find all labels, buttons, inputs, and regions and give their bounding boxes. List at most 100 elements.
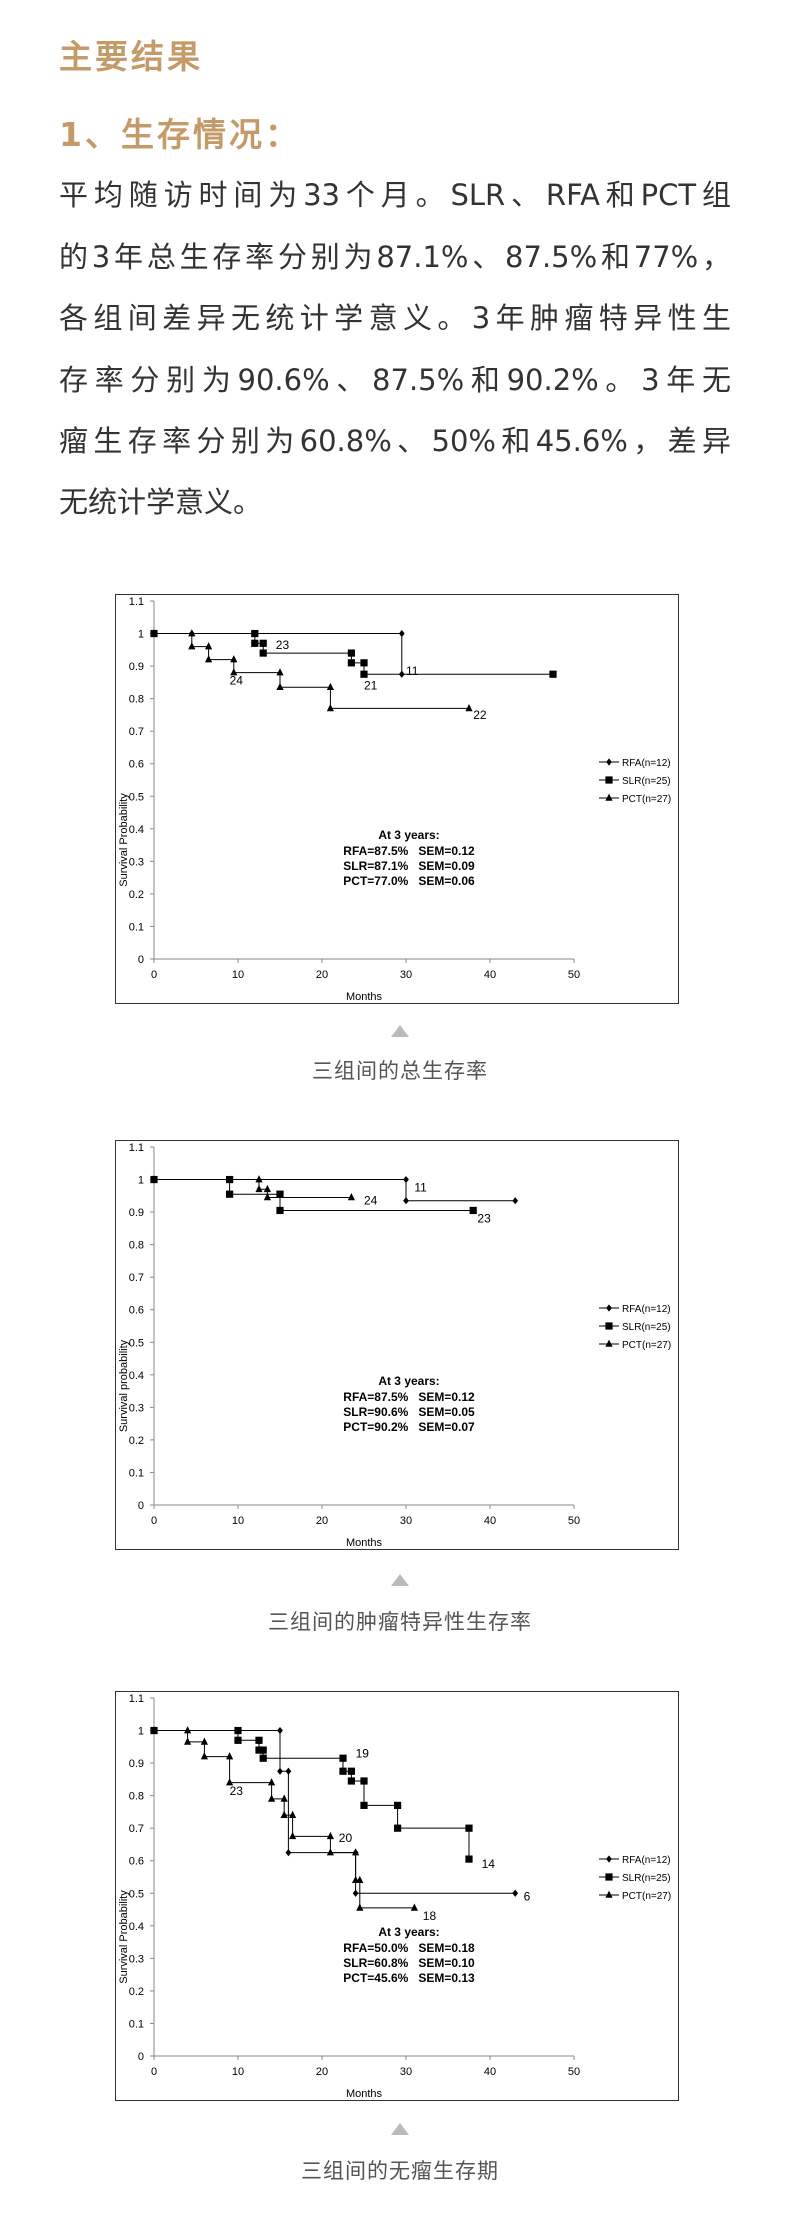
y-tick-label: 0.9 bbox=[129, 1758, 144, 1770]
y-tick-label: 0.8 bbox=[129, 1240, 144, 1252]
marker bbox=[255, 1746, 263, 1754]
y-tick-label: 1 bbox=[138, 1175, 144, 1187]
marker bbox=[403, 1175, 409, 1184]
x-tick-label: 50 bbox=[568, 2066, 580, 2078]
marker bbox=[339, 1767, 347, 1775]
x-tick-label: 20 bbox=[316, 1515, 328, 1527]
annotation-line: PCT=77.0% SEM=0.06 bbox=[343, 874, 475, 888]
curve-label: 6 bbox=[524, 1890, 531, 1904]
marker bbox=[339, 1754, 347, 1762]
marker bbox=[347, 1777, 355, 1785]
annotation-line: RFA=50.0% SEM=0.18 bbox=[343, 1941, 475, 1955]
arrow-shape bbox=[391, 1574, 409, 1586]
figure: 0 0.1 0.2 0.3 0.4 0.5 0.6 0.7 0.8 0.9 1 1.1 0 10 20 30 4… bbox=[115, 1140, 679, 1550]
y-tick-label: 0.1 bbox=[129, 1467, 144, 1479]
annotation-line: SLR=87.1% SEM=0.09 bbox=[343, 859, 475, 873]
subheading: 1、生存情况： bbox=[59, 115, 301, 154]
marker bbox=[280, 1794, 288, 1802]
figure: 0 0.1 0.2 0.3 0.4 0.5 0.6 0.7 0.8 0.9 1 1.1 0 10 20 30 4… bbox=[115, 594, 679, 1004]
marker bbox=[268, 1778, 276, 1786]
y-tick-label: 0.6 bbox=[129, 1305, 144, 1317]
marker bbox=[410, 1903, 418, 1911]
annotation-line: PCT=45.6% SEM=0.13 bbox=[343, 1971, 475, 1985]
marker bbox=[326, 1848, 334, 1856]
x-axis-label: Months bbox=[346, 2088, 383, 2100]
marker bbox=[263, 1193, 271, 1201]
marker bbox=[276, 1206, 284, 1215]
marker bbox=[234, 1726, 242, 1735]
marker bbox=[234, 1736, 242, 1744]
survival-curve bbox=[154, 633, 553, 675]
marker bbox=[200, 1752, 208, 1760]
y-tick-label: 0.2 bbox=[129, 889, 144, 901]
marker bbox=[465, 1855, 473, 1863]
marker bbox=[605, 1873, 613, 1881]
annotation-title: At 3 years: bbox=[378, 1925, 439, 1939]
marker bbox=[150, 629, 158, 637]
marker bbox=[276, 1190, 284, 1198]
y-tick-label: 0.4 bbox=[129, 1921, 144, 1933]
x-tick-label: 30 bbox=[400, 969, 412, 981]
y-tick-label: 0.5 bbox=[129, 1888, 144, 1900]
x-tick-label: 40 bbox=[484, 969, 496, 981]
marker bbox=[251, 629, 259, 638]
arrow-shape bbox=[391, 2123, 409, 2135]
marker bbox=[188, 642, 196, 650]
marker bbox=[205, 655, 213, 663]
curve-label: 11 bbox=[406, 664, 419, 678]
legend-label: RFA(n=12) bbox=[622, 1304, 671, 1315]
x-tick-label: 30 bbox=[400, 2066, 412, 2078]
curve-label: 20 bbox=[339, 1831, 353, 1845]
marker bbox=[326, 682, 334, 691]
legend-label: PCT(n=27) bbox=[622, 1340, 671, 1351]
caption: 三组间的总生存率 bbox=[312, 1059, 488, 1083]
heading: 主要结果 bbox=[59, 37, 203, 76]
marker bbox=[226, 1752, 234, 1760]
y-tick-label: 0.1 bbox=[129, 2018, 144, 2030]
frame bbox=[115, 594, 679, 1004]
x-axis-label: Months bbox=[346, 991, 383, 1003]
paragraph-line: 瘤生存率分别为60.8%、50%和45.6%，差异 bbox=[59, 424, 731, 458]
y-tick-label: 0.2 bbox=[129, 1435, 144, 1447]
x-tick-label: 0 bbox=[151, 2066, 157, 2078]
marker bbox=[184, 1737, 192, 1745]
y-tick-label: 0.5 bbox=[129, 1337, 144, 1349]
marker bbox=[255, 1736, 263, 1744]
marker bbox=[465, 1824, 473, 1832]
y-tick-label: 0.5 bbox=[129, 791, 144, 803]
curve-label: 22 bbox=[473, 708, 487, 722]
y-axis-label: Survival Probability bbox=[118, 1890, 130, 1984]
legend-label: PCT(n=27) bbox=[622, 794, 671, 805]
marker bbox=[263, 1184, 271, 1193]
y-axis-label: Survival Probability bbox=[118, 793, 130, 887]
marker bbox=[259, 1754, 267, 1762]
marker bbox=[356, 1903, 364, 1911]
legend-label: RFA(n=12) bbox=[622, 1855, 671, 1866]
marker bbox=[188, 629, 196, 637]
curve-label: 24 bbox=[364, 1194, 378, 1208]
marker bbox=[347, 659, 355, 667]
marker bbox=[255, 1184, 263, 1193]
marker bbox=[347, 1767, 355, 1775]
annotation-line: RFA=87.5% SEM=0.12 bbox=[343, 844, 475, 858]
chart: 0 0.1 0.2 0.3 0.4 0.5 0.6 0.7 0.8 0.9 1 1.1 0 10 20 30 4… bbox=[115, 594, 679, 1004]
y-tick-label: 1.1 bbox=[129, 1693, 144, 1705]
x-tick-label: 30 bbox=[400, 1515, 412, 1527]
marker bbox=[251, 639, 259, 647]
frame bbox=[115, 1691, 679, 2101]
paragraph-line: 存率分别为90.6%、87.5%和90.2%。3年无 bbox=[59, 363, 731, 397]
marker bbox=[549, 670, 557, 678]
y-tick-label: 1 bbox=[138, 629, 144, 641]
marker bbox=[347, 1193, 355, 1201]
marker bbox=[150, 1175, 158, 1183]
marker bbox=[184, 1726, 192, 1734]
marker bbox=[605, 1890, 613, 1898]
figure: 0 0.1 0.2 0.3 0.4 0.5 0.6 0.7 0.8 0.9 1 1.1 0 10 20 30 4… bbox=[115, 1691, 679, 2101]
marker bbox=[605, 1322, 613, 1330]
y-tick-label: 1 bbox=[138, 1726, 144, 1738]
y-tick-label: 0.9 bbox=[129, 1207, 144, 1219]
curve-label: 11 bbox=[414, 1181, 427, 1195]
y-tick-label: 1.1 bbox=[129, 1142, 144, 1154]
survival-curve bbox=[154, 1730, 516, 1894]
